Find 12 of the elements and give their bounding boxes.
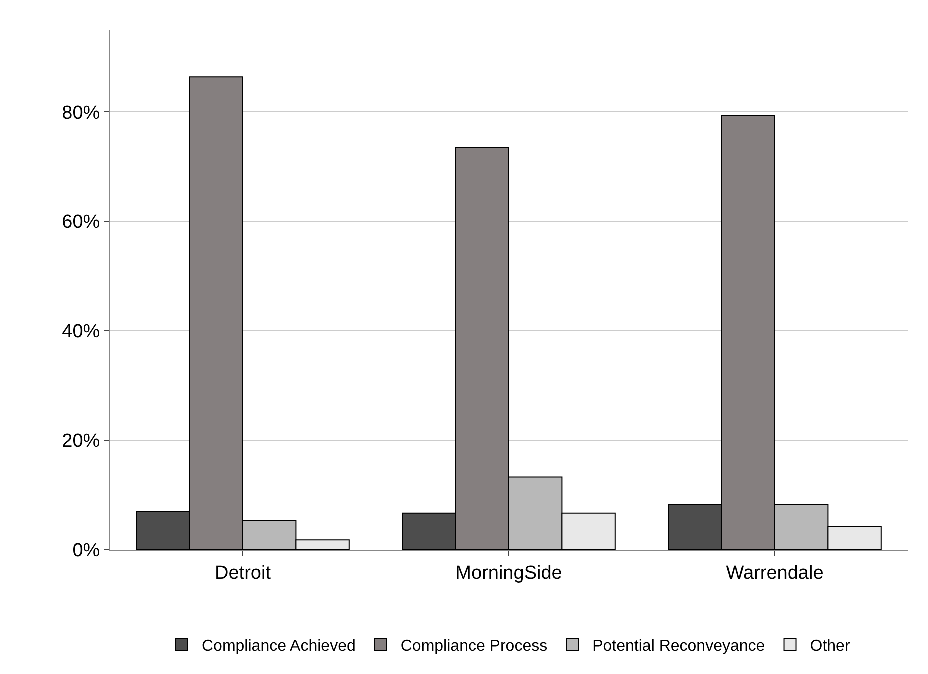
legend-label: Compliance Process [400, 638, 548, 656]
x-tick-label: MorningSide [456, 562, 562, 584]
legend-label: Compliance Achieved [202, 638, 356, 656]
y-tick-label: 0% [72, 540, 100, 562]
legend-label: Potential Reconveyance [592, 638, 766, 656]
legend-label: Other [810, 638, 851, 656]
x-tick-label: Warrendale [726, 562, 824, 584]
y-tick-label: 80% [62, 102, 100, 124]
x-tick-label: Detroit [215, 562, 272, 584]
y-tick-label: 40% [62, 322, 100, 343]
y-tick-label: 60% [62, 212, 100, 234]
y-tick-label: 20% [62, 431, 100, 452]
